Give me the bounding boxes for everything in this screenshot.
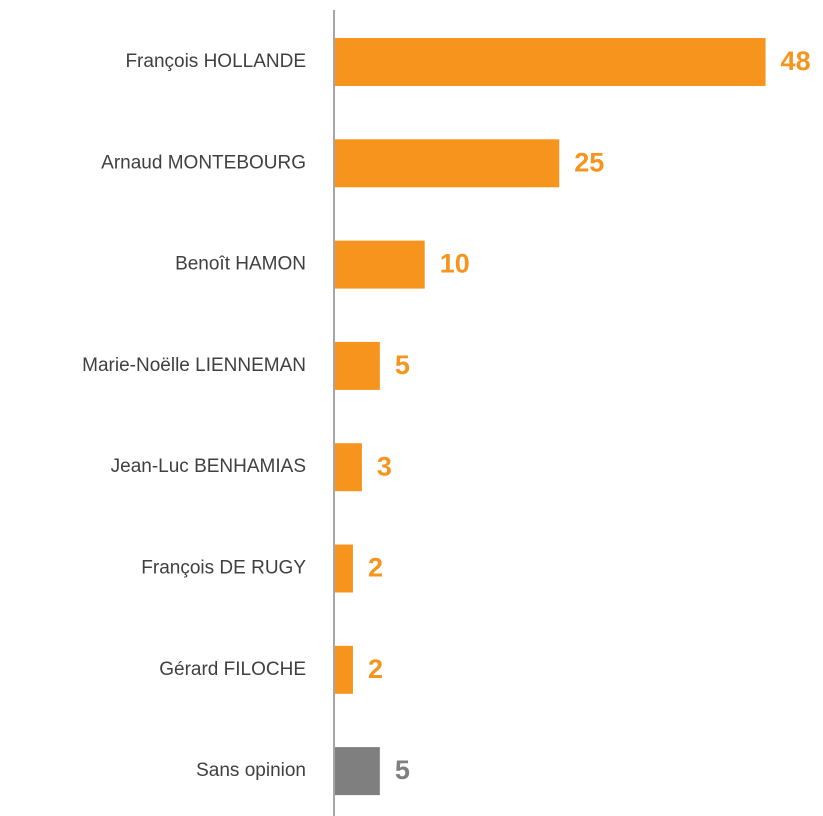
category-label: François HOLLANDE — [125, 51, 306, 72]
bar — [335, 240, 425, 289]
value-label: 10 — [440, 249, 470, 279]
bar — [335, 139, 560, 188]
bar — [335, 443, 362, 492]
value-label: 2 — [368, 553, 383, 583]
value-label: 48 — [781, 46, 811, 76]
category-label: Arnaud MONTEBOURG — [101, 152, 306, 173]
bar — [335, 747, 380, 796]
category-label: Sans opinion — [196, 760, 306, 781]
category-label: François DE RUGY — [141, 558, 306, 579]
category-label: Jean-Luc BENHAMIAS — [111, 456, 306, 477]
category-label: Gérard FILOCHE — [159, 659, 306, 680]
bar — [335, 645, 353, 694]
bar — [335, 341, 380, 390]
value-label: 3 — [377, 451, 392, 481]
bar — [335, 38, 766, 86]
value-label: 2 — [368, 654, 383, 684]
value-label: 5 — [395, 755, 410, 785]
category-label: Benoît HAMON — [175, 254, 306, 275]
value-label: 5 — [395, 350, 410, 380]
value-label: 25 — [574, 147, 604, 177]
bar — [335, 544, 353, 593]
category-label: Marie-Noëlle LIENNEMAN — [82, 355, 306, 376]
